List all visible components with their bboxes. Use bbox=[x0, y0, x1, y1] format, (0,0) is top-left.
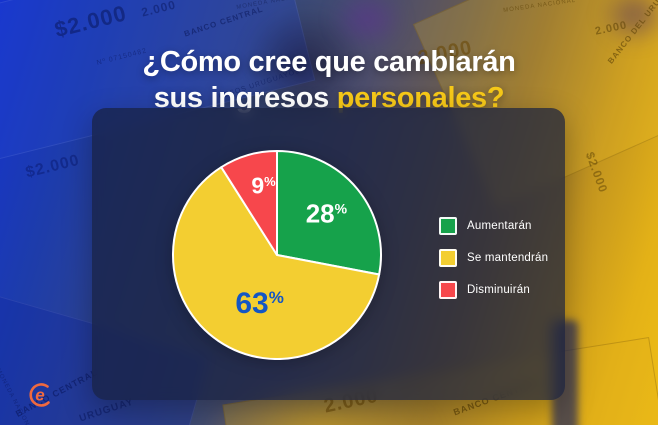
legend-swatch-yellow bbox=[439, 249, 457, 267]
pie-slice-1 bbox=[172, 166, 381, 360]
pie-slice-value-label: 28% bbox=[306, 199, 348, 229]
legend-label: Aumentarán bbox=[467, 220, 532, 232]
legend-label: Disminuirán bbox=[467, 284, 530, 296]
pie-slice-value-label: 63% bbox=[235, 286, 283, 319]
legend-item-aumentaran: Aumentarán bbox=[439, 217, 548, 235]
brand-e-logo: e bbox=[29, 383, 50, 407]
pie-chart: 28% 63% 9% bbox=[170, 148, 384, 362]
legend-swatch-red bbox=[439, 281, 457, 299]
pie-chart-svg: 28% 63% 9% bbox=[172, 150, 382, 360]
pie-slice-value-label: 9% bbox=[251, 173, 276, 199]
legend-label: Se mantendrán bbox=[467, 252, 549, 264]
purple-blob bbox=[332, 0, 402, 48]
pie-slice-0 bbox=[276, 150, 382, 276]
banknote-motif-text: $2.000 bbox=[24, 151, 82, 182]
chart-panel: 28% 63% 9% Aumentarán Se mantendrán Dismin… bbox=[92, 108, 565, 400]
legend-swatch-green bbox=[439, 217, 457, 235]
legend-item-se-mantendran: Se mantendrán bbox=[439, 249, 548, 267]
page-title: ¿Cómo cree que cambiarán sus ingresos pe… bbox=[0, 45, 658, 116]
legend-item-disminuiran: Disminuirán bbox=[439, 281, 548, 299]
legend: Aumentarán Se mantendrán Disminuirán bbox=[439, 217, 548, 299]
pie-slice-2 bbox=[220, 150, 278, 256]
title-line1: ¿Cómo cree que cambiarán bbox=[142, 46, 516, 79]
svg-text:e: e bbox=[35, 386, 44, 405]
